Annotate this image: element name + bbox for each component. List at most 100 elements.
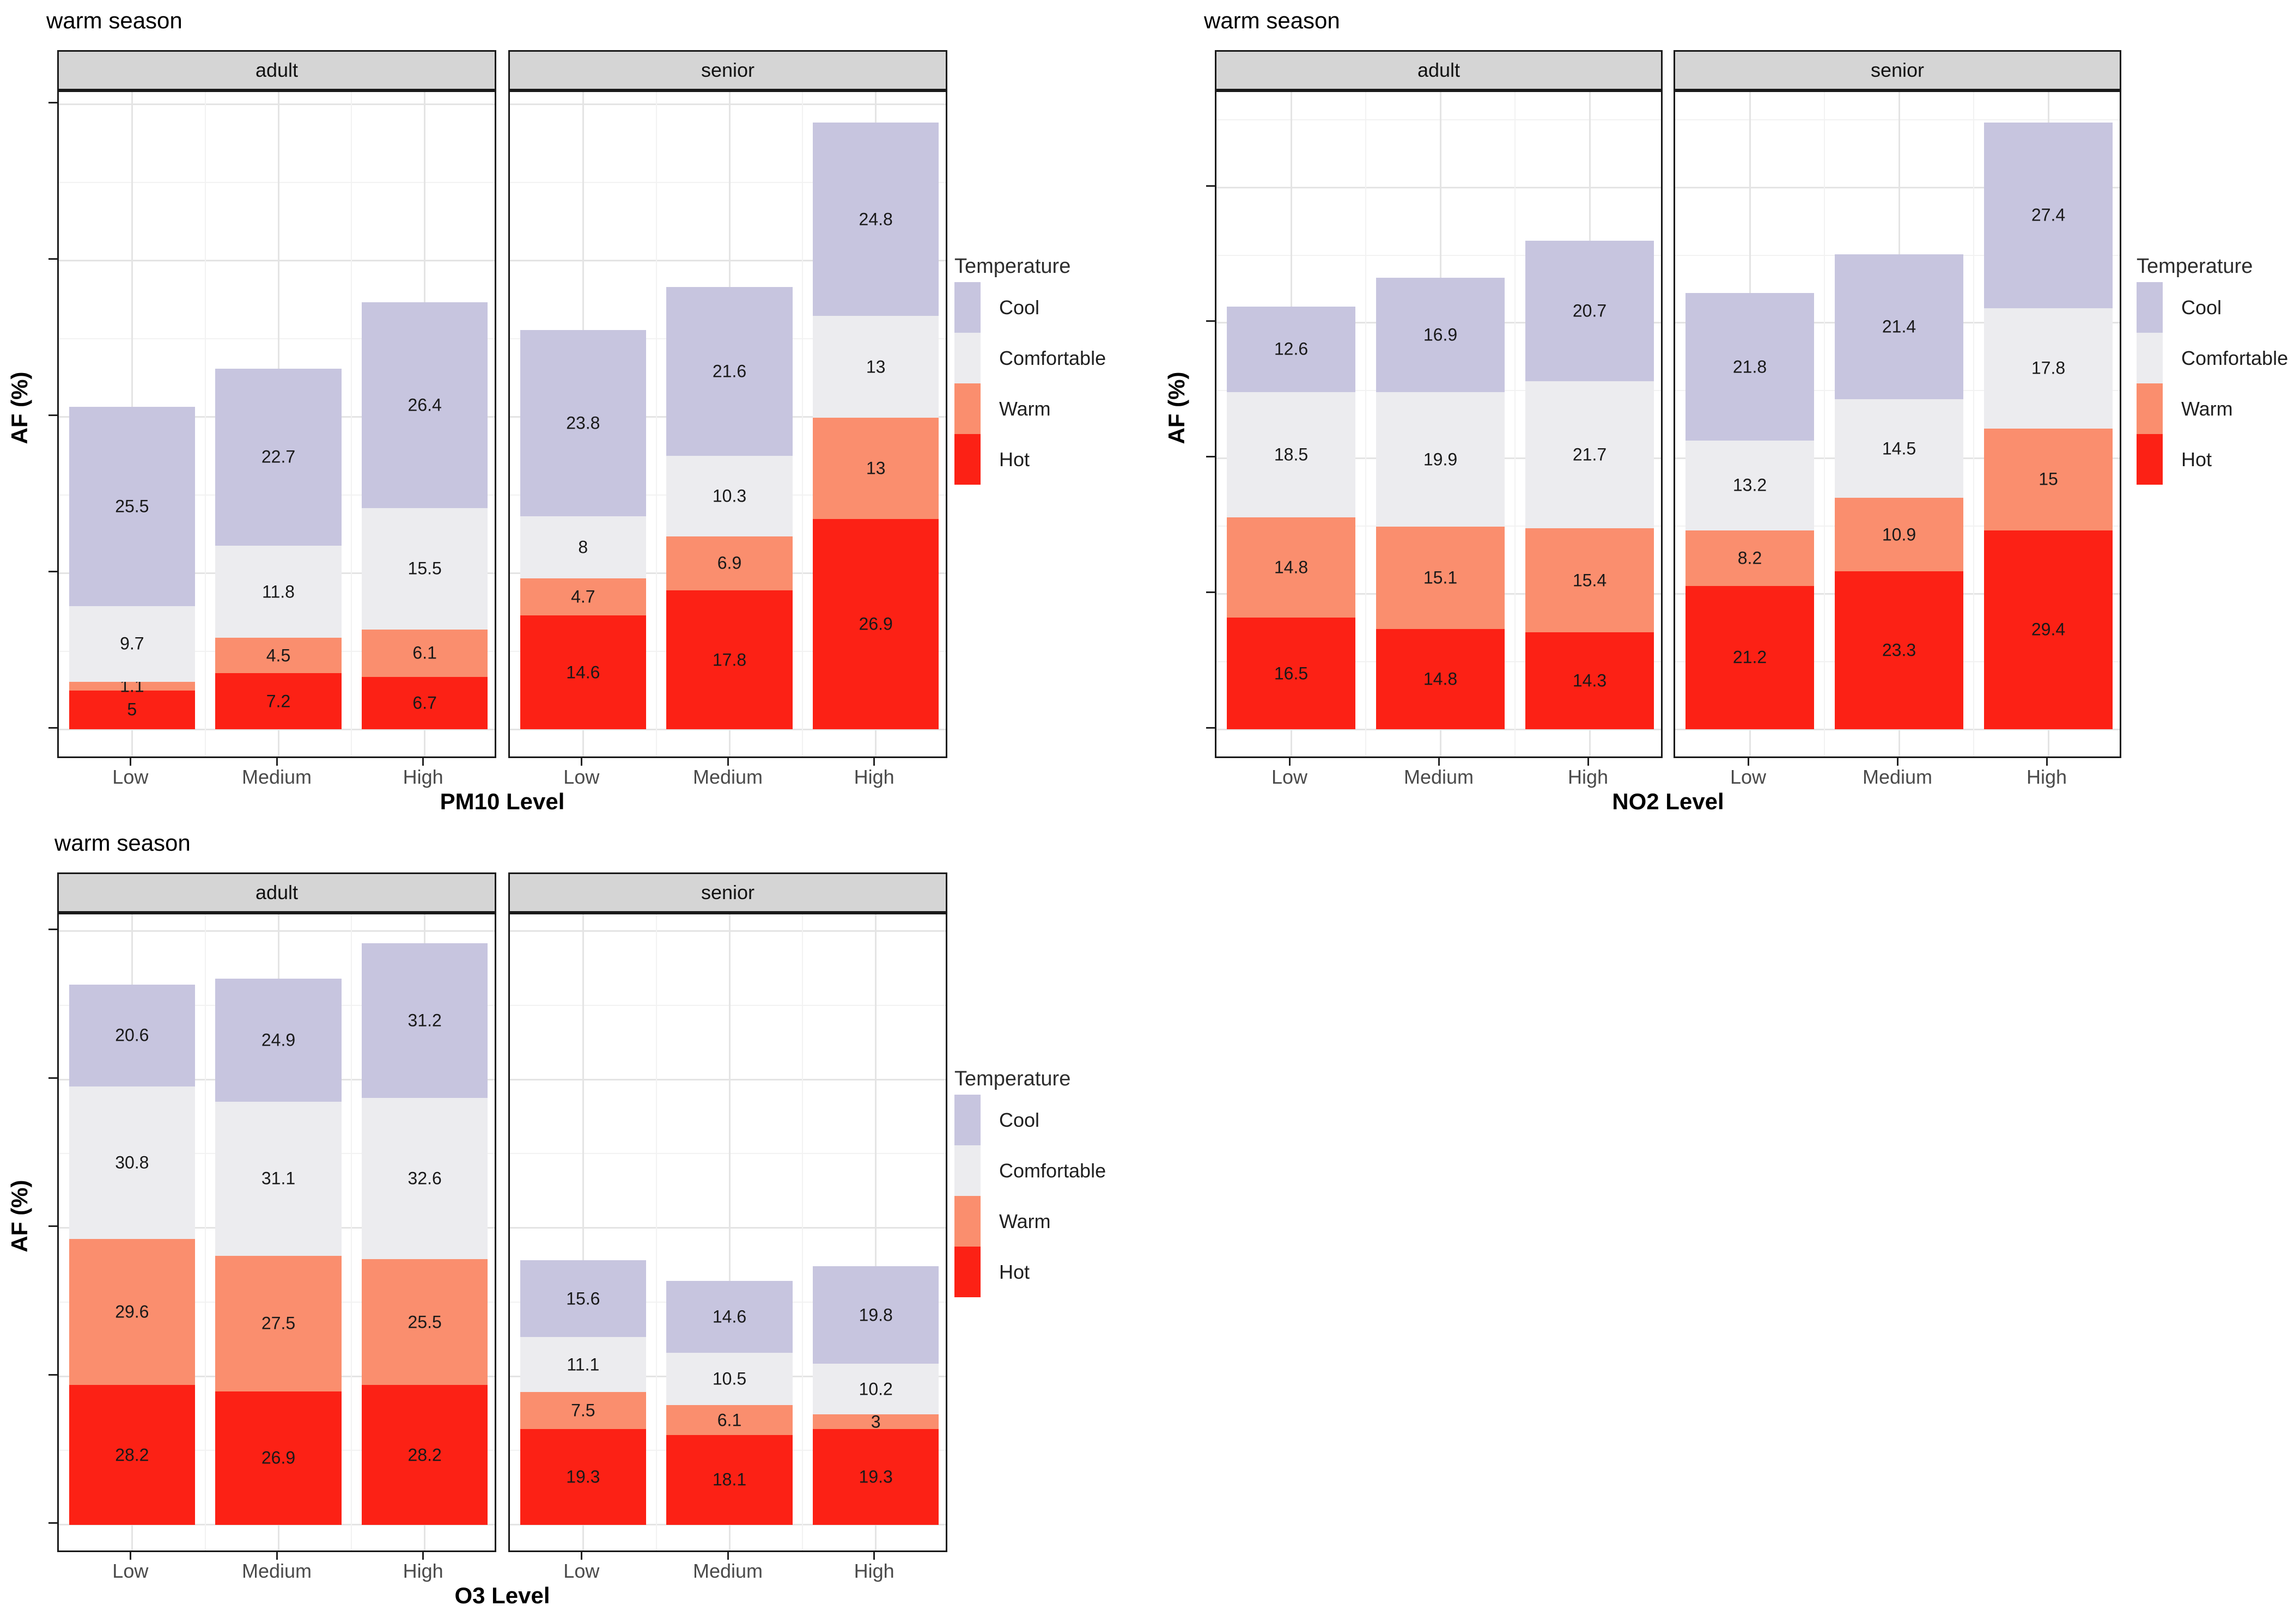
y-axis-tick xyxy=(1206,726,1215,729)
bar-segment-hot xyxy=(69,1385,195,1525)
x-axis-tick xyxy=(129,758,131,766)
bar-segment-warm xyxy=(813,1414,939,1430)
y-axis-tick xyxy=(48,929,57,931)
bar-segment-hot xyxy=(666,590,793,730)
gridline-major-h xyxy=(59,103,495,106)
x-axis-tick xyxy=(422,1552,424,1560)
gridline-minor-h xyxy=(510,1153,946,1155)
bar-segment-hot xyxy=(69,690,195,730)
gridline-major-h xyxy=(510,1227,946,1229)
bar-segment-cool xyxy=(1227,307,1355,392)
bar-value-label: 20.7 xyxy=(1572,301,1607,321)
gridline-minor-h xyxy=(59,182,495,184)
bar-segment-warm xyxy=(362,629,488,677)
legend-key-cool: Cool xyxy=(954,1095,1183,1145)
x-tick-label: Medium xyxy=(241,766,312,788)
bar-segment-cool xyxy=(1835,254,1963,400)
bar-value-label: 27.5 xyxy=(261,1313,296,1333)
x-axis-tick xyxy=(2046,758,2048,766)
x-axis-tick xyxy=(1288,758,1291,766)
bar-segment-hot xyxy=(666,1435,793,1525)
bar-segment-comfortable xyxy=(520,1337,646,1393)
gridline-minor-h xyxy=(1216,254,1661,256)
gridline-minor-v xyxy=(655,914,657,1550)
bar-value-label: 21.2 xyxy=(1732,647,1767,667)
gridline-minor-v xyxy=(802,914,804,1550)
legend-label: Comfortable xyxy=(2181,346,2289,369)
y-axis-tick xyxy=(1206,320,1215,322)
legend-label: Hot xyxy=(999,448,1030,471)
bar-segment-comfortable xyxy=(1376,392,1505,527)
bar-value-label: 29.6 xyxy=(115,1302,149,1322)
bar-segment-hot xyxy=(813,519,939,730)
gridline-major-h xyxy=(510,1078,946,1080)
bar-segment-comfortable xyxy=(69,606,195,682)
x-tick-label: Low xyxy=(563,766,600,788)
bar-value-label: 7.5 xyxy=(571,1400,595,1420)
bar-value-label: 10.3 xyxy=(712,486,747,506)
legend-label: Warm xyxy=(999,397,1051,420)
bar-value-label: 29.4 xyxy=(2031,619,2066,639)
gridline-minor-h xyxy=(59,338,495,340)
legend-label: Cool xyxy=(2181,296,2222,319)
x-axis-tick xyxy=(1896,758,1899,766)
bar-segment-warm xyxy=(1525,528,1654,633)
bar-value-label: 14.8 xyxy=(1423,669,1458,689)
bar-segment-warm xyxy=(666,536,793,590)
legend-label: Comfortable xyxy=(999,1159,1106,1182)
bar-value-label: 13.2 xyxy=(1732,475,1767,495)
y-axis-tick xyxy=(48,1077,57,1079)
gridline-minor-v xyxy=(1824,92,1825,756)
bar-segment-hot xyxy=(1525,632,1654,730)
x-axis-tick xyxy=(727,1552,729,1560)
bar-value-label: 4.7 xyxy=(571,587,595,607)
bar-value-label: 4.5 xyxy=(266,645,291,666)
bar-segment-hot xyxy=(1835,571,1963,730)
gridline-major-v xyxy=(582,914,584,1550)
bar-segment-cool xyxy=(666,1280,793,1353)
x-axis-tick xyxy=(276,1552,278,1560)
legend-swatch-comfortable-icon xyxy=(2137,333,2163,383)
bar-value-label: 19.3 xyxy=(859,1467,893,1487)
bar-value-label: 15.4 xyxy=(1572,570,1607,590)
bar-segment-hot xyxy=(520,1429,646,1525)
chart-title: warm season xyxy=(46,8,182,33)
legend-swatch-comfortable-icon xyxy=(954,333,981,383)
bar-value-label: 10.2 xyxy=(859,1379,893,1399)
bar-segment-cool xyxy=(520,1260,646,1338)
bar-value-label: 10.9 xyxy=(1882,524,1916,545)
y-axis-title: AF (%) xyxy=(7,371,32,444)
bar-value-label: 7.2 xyxy=(266,691,291,711)
gridline-major-h xyxy=(59,260,495,262)
facet-strip: senior xyxy=(1674,50,2121,90)
bar-value-label: 15 xyxy=(2039,469,2058,489)
gridline-minor-h xyxy=(510,1004,946,1006)
bar-segment-comfortable xyxy=(666,456,793,536)
x-axis-tick xyxy=(276,758,278,766)
bar-value-label: 8.2 xyxy=(1737,548,1762,568)
x-tick-label: Medium xyxy=(1862,766,1933,788)
bar-value-label: 16.5 xyxy=(1274,663,1309,683)
bar-value-label: 14.6 xyxy=(566,662,600,682)
bar-segment-comfortable xyxy=(813,316,939,418)
bar-value-label: 26.4 xyxy=(407,395,442,415)
legend-label: Cool xyxy=(999,296,1040,319)
x-axis-tick xyxy=(873,1552,875,1560)
bar-value-label: 23.3 xyxy=(1882,640,1916,660)
bar-value-label: 25.5 xyxy=(407,1312,442,1332)
legend-key-hot: Hot xyxy=(954,1247,1183,1297)
x-tick-label: High xyxy=(854,766,895,788)
legend-key-comfortable: Comfortable xyxy=(2137,333,2294,383)
gridline-major-v xyxy=(875,914,877,1550)
x-tick-label: Low xyxy=(1271,766,1308,788)
facet-strip-label: adult xyxy=(255,59,299,81)
bar-segment-hot xyxy=(813,1429,939,1525)
bar-value-label: 14.5 xyxy=(1882,438,1916,459)
bar-value-label: 5 xyxy=(127,699,137,719)
bar-segment-comfortable xyxy=(520,516,646,579)
gridline-major-h xyxy=(1675,728,2120,730)
legend-key-warm: Warm xyxy=(2137,383,2294,434)
bar-value-label: 13 xyxy=(866,357,886,377)
bar-value-label: 15.6 xyxy=(566,1289,600,1309)
facet-panel: 14.6 4.7 8 23.8 17.8 6.9 10.3 21.6 26.9 13 13 24.8 xyxy=(508,90,947,758)
